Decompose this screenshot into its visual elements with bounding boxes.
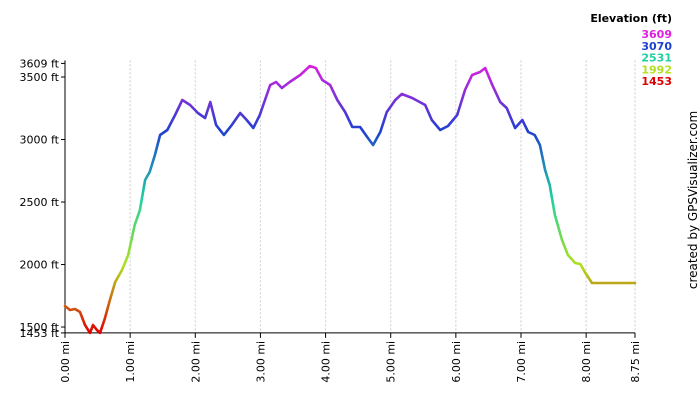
x-tick-label: 1.00 mi: [124, 341, 137, 383]
y-tick-label: 3000 ft: [20, 134, 60, 147]
y-tick-label: 2500 ft: [20, 196, 60, 209]
x-tick-label: 8.00 mi: [580, 341, 593, 383]
x-tick-label: 6.00 mi: [450, 341, 463, 383]
legend-value: 1453: [641, 75, 672, 88]
y-tick-label: 1453 ft: [20, 327, 60, 340]
x-tick-label: 0.00 mi: [59, 341, 72, 383]
x-tick-label: 2.00 mi: [189, 341, 202, 383]
legend-value: 3609: [641, 28, 672, 41]
legend-value: 1992: [641, 63, 672, 76]
x-tick-label: 5.00 mi: [385, 341, 398, 383]
y-tick-label: 2000 ft: [20, 259, 60, 272]
x-tick-label: 7.00 mi: [515, 341, 528, 383]
y-tick-label: 1500 ft: [20, 321, 60, 334]
x-tick-label: 3.00 mi: [254, 341, 267, 383]
x-tick-label: 8.75 mi: [629, 341, 642, 383]
y-tick-label: 3500 ft: [20, 71, 60, 84]
x-tick-label: 4.00 mi: [320, 341, 333, 383]
elevation-line: [63, 64, 637, 335]
y-tick-label: 3609 ft: [20, 57, 60, 70]
credit: created by GPSVisualizer.com: [686, 111, 700, 289]
legend-title: Elevation (ft): [590, 12, 672, 25]
legend-value: 3070: [641, 40, 672, 53]
legend-value: 2531: [641, 52, 672, 65]
